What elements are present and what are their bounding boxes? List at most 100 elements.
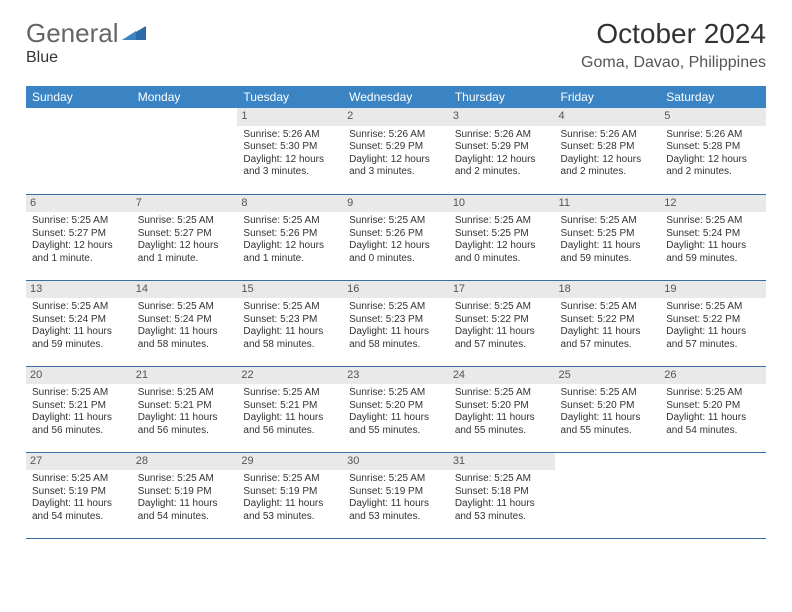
sunrise-text: Sunrise: 5:26 AM <box>243 129 337 142</box>
sunrise-text: Sunrise: 5:25 AM <box>243 387 337 400</box>
calendar-cell <box>555 452 661 538</box>
cell-details: Sunrise: 5:25 AMSunset: 5:20 PMDaylight:… <box>664 387 762 437</box>
calendar-row: 6Sunrise: 5:25 AMSunset: 5:27 PMDaylight… <box>26 194 766 280</box>
calendar-cell: 25Sunrise: 5:25 AMSunset: 5:20 PMDayligh… <box>555 366 661 452</box>
calendar-cell: 13Sunrise: 5:25 AMSunset: 5:24 PMDayligh… <box>26 280 132 366</box>
daylight-text: Daylight: 12 hours and 3 minutes. <box>243 154 337 179</box>
sunrise-text: Sunrise: 5:25 AM <box>455 301 549 314</box>
cell-details: Sunrise: 5:25 AMSunset: 5:27 PMDaylight:… <box>136 215 234 265</box>
day-number: 18 <box>555 281 661 299</box>
logo: General Blue <box>26 18 119 67</box>
calendar-cell: 19Sunrise: 5:25 AMSunset: 5:22 PMDayligh… <box>660 280 766 366</box>
cell-details: Sunrise: 5:25 AMSunset: 5:26 PMDaylight:… <box>347 215 445 265</box>
sunset-text: Sunset: 5:24 PM <box>138 314 232 327</box>
calendar-cell: 2Sunrise: 5:26 AMSunset: 5:29 PMDaylight… <box>343 108 449 194</box>
daylight-text: Daylight: 11 hours and 53 minutes. <box>455 498 549 523</box>
calendar-cell: 29Sunrise: 5:25 AMSunset: 5:19 PMDayligh… <box>237 452 343 538</box>
sunrise-text: Sunrise: 5:25 AM <box>561 301 655 314</box>
sunset-text: Sunset: 5:18 PM <box>455 486 549 499</box>
daylight-text: Daylight: 11 hours and 57 minutes. <box>561 326 655 351</box>
day-number: 20 <box>26 367 132 385</box>
cell-details: Sunrise: 5:26 AMSunset: 5:29 PMDaylight:… <box>453 129 551 179</box>
sunset-text: Sunset: 5:20 PM <box>349 400 443 413</box>
cell-details: Sunrise: 5:25 AMSunset: 5:20 PMDaylight:… <box>453 387 551 437</box>
sunset-text: Sunset: 5:24 PM <box>32 314 126 327</box>
daylight-text: Daylight: 12 hours and 2 minutes. <box>666 154 760 179</box>
calendar-row: 20Sunrise: 5:25 AMSunset: 5:21 PMDayligh… <box>26 366 766 452</box>
cell-details: Sunrise: 5:25 AMSunset: 5:26 PMDaylight:… <box>241 215 339 265</box>
cell-details: Sunrise: 5:25 AMSunset: 5:20 PMDaylight:… <box>347 387 445 437</box>
sunrise-text: Sunrise: 5:25 AM <box>138 387 232 400</box>
calendar-row: 27Sunrise: 5:25 AMSunset: 5:19 PMDayligh… <box>26 452 766 538</box>
sunrise-text: Sunrise: 5:25 AM <box>243 215 337 228</box>
sunrise-text: Sunrise: 5:25 AM <box>666 387 760 400</box>
calendar-row: 1Sunrise: 5:26 AMSunset: 5:30 PMDaylight… <box>26 108 766 194</box>
sunset-text: Sunset: 5:26 PM <box>243 228 337 241</box>
calendar-cell: 7 Sunrise: 5:25 AMSunset: 5:27 PMDaylight… <box>132 194 238 280</box>
logo-triangle-icon <box>122 26 146 40</box>
cell-details: Sunrise: 5:25 AMSunset: 5:18 PMDaylight:… <box>453 473 551 523</box>
day-number: 7 <box>132 195 238 213</box>
calendar-cell: 15Sunrise: 5:25 AMSunset: 5:23 PMDayligh… <box>237 280 343 366</box>
calendar-cell: 23Sunrise: 5:25 AMSunset: 5:20 PMDayligh… <box>343 366 449 452</box>
sunset-text: Sunset: 5:22 PM <box>666 314 760 327</box>
sunrise-text: Sunrise: 5:25 AM <box>349 301 443 314</box>
calendar-cell: 6Sunrise: 5:25 AMSunset: 5:27 PMDaylight… <box>26 194 132 280</box>
calendar-cell: 5Sunrise: 5:26 AMSunset: 5:28 PMDaylight… <box>660 108 766 194</box>
sunset-text: Sunset: 5:19 PM <box>349 486 443 499</box>
weekday-header: Friday <box>555 86 661 108</box>
daylight-text: Daylight: 11 hours and 59 minutes. <box>32 326 126 351</box>
title-block: October 2024 Goma, Davao, Philippines <box>581 18 766 72</box>
sunset-text: Sunset: 5:20 PM <box>455 400 549 413</box>
day-number: 4 <box>555 108 661 126</box>
daylight-text: Daylight: 11 hours and 55 minutes. <box>349 412 443 437</box>
day-number: 10 <box>449 195 555 213</box>
cell-details: Sunrise: 5:25 AMSunset: 5:21 PMDaylight:… <box>241 387 339 437</box>
sunrise-text: Sunrise: 5:25 AM <box>349 473 443 486</box>
calendar-cell <box>660 452 766 538</box>
sunset-text: Sunset: 5:21 PM <box>243 400 337 413</box>
day-number: 9 <box>343 195 449 213</box>
day-number: 27 <box>26 453 132 471</box>
daylight-text: Daylight: 12 hours and 2 minutes. <box>561 154 655 179</box>
sunrise-text: Sunrise: 5:25 AM <box>32 387 126 400</box>
sunrise-text: Sunrise: 5:25 AM <box>666 215 760 228</box>
daylight-text: Daylight: 11 hours and 56 minutes. <box>32 412 126 437</box>
sunrise-text: Sunrise: 5:26 AM <box>666 129 760 142</box>
weekday-header: Saturday <box>660 86 766 108</box>
cell-details: Sunrise: 5:25 AMSunset: 5:24 PMDaylight:… <box>136 301 234 351</box>
daylight-text: Daylight: 11 hours and 57 minutes. <box>666 326 760 351</box>
daylight-text: Daylight: 11 hours and 59 minutes. <box>561 240 655 265</box>
logo-word-general: General <box>26 18 119 49</box>
day-number: 31 <box>449 453 555 471</box>
calendar-cell: 16Sunrise: 5:25 AMSunset: 5:23 PMDayligh… <box>343 280 449 366</box>
sunset-text: Sunset: 5:24 PM <box>666 228 760 241</box>
sunset-text: Sunset: 5:19 PM <box>138 486 232 499</box>
sunset-text: Sunset: 5:28 PM <box>666 141 760 154</box>
day-number: 17 <box>449 281 555 299</box>
cell-details: Sunrise: 5:25 AMSunset: 5:19 PMDaylight:… <box>30 473 128 523</box>
daylight-text: Daylight: 12 hours and 2 minutes. <box>455 154 549 179</box>
sunset-text: Sunset: 5:23 PM <box>243 314 337 327</box>
day-number: 3 <box>449 108 555 126</box>
sunset-text: Sunset: 5:25 PM <box>561 228 655 241</box>
day-number: 28 <box>132 453 238 471</box>
day-number: 22 <box>237 367 343 385</box>
calendar-cell: 26Sunrise: 5:25 AMSunset: 5:20 PMDayligh… <box>660 366 766 452</box>
calendar-cell: 24Sunrise: 5:25 AMSunset: 5:20 PMDayligh… <box>449 366 555 452</box>
calendar-cell: 1Sunrise: 5:26 AMSunset: 5:30 PMDaylight… <box>237 108 343 194</box>
day-number: 6 <box>26 195 132 213</box>
sunrise-text: Sunrise: 5:25 AM <box>349 387 443 400</box>
cell-details: Sunrise: 5:25 AMSunset: 5:21 PMDaylight:… <box>30 387 128 437</box>
daylight-text: Daylight: 12 hours and 1 minute. <box>243 240 337 265</box>
cell-details: Sunrise: 5:25 AMSunset: 5:22 PMDaylight:… <box>559 301 657 351</box>
cell-details: Sunrise: 5:26 AMSunset: 5:28 PMDaylight:… <box>559 129 657 179</box>
calendar-cell: 20 Sunrise: 5:25 AMSunset: 5:21 PMDayligh… <box>26 366 132 452</box>
cell-details: Sunrise: 5:25 AMSunset: 5:19 PMDaylight:… <box>241 473 339 523</box>
sunrise-text: Sunrise: 5:25 AM <box>455 387 549 400</box>
cell-details: Sunrise: 5:25 AMSunset: 5:22 PMDaylight:… <box>664 301 762 351</box>
calendar-cell: 11Sunrise: 5:25 AMSunset: 5:25 PMDayligh… <box>555 194 661 280</box>
sunset-text: Sunset: 5:22 PM <box>561 314 655 327</box>
calendar-row: 13Sunrise: 5:25 AMSunset: 5:24 PMDayligh… <box>26 280 766 366</box>
sunset-text: Sunset: 5:19 PM <box>32 486 126 499</box>
